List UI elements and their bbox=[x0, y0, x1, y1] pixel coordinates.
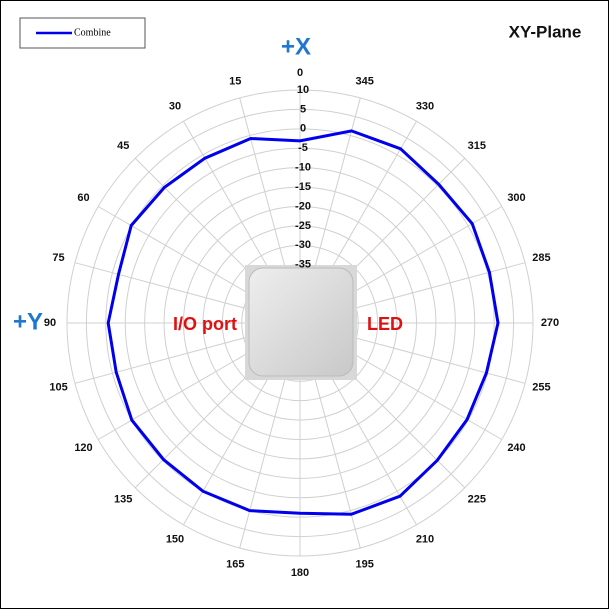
theta-tick-label: 270 bbox=[541, 317, 559, 329]
theta-tick-label: 45 bbox=[117, 140, 129, 152]
theta-tick-label: 180 bbox=[291, 567, 309, 579]
theta-tick-label: 165 bbox=[226, 558, 244, 570]
legend: Combine bbox=[19, 17, 146, 49]
theta-tick-label: 210 bbox=[416, 533, 434, 545]
theta-tick-label: 255 bbox=[532, 382, 550, 394]
theta-tick-label: 330 bbox=[416, 100, 434, 112]
theta-tick-label: 105 bbox=[49, 382, 67, 394]
theta-tick-label: 225 bbox=[468, 494, 486, 506]
theta-tick-label: 0 bbox=[297, 67, 303, 79]
r-tick-label: -35 bbox=[295, 259, 311, 271]
theta-tick-label: 30 bbox=[169, 100, 181, 112]
r-tick-label: -20 bbox=[295, 200, 311, 212]
r-tick-label: -10 bbox=[295, 162, 311, 174]
r-tick-label: -30 bbox=[295, 239, 311, 251]
r-tick-label: 5 bbox=[300, 103, 306, 115]
series-line bbox=[106, 129, 500, 516]
theta-tick-label: 315 bbox=[468, 140, 486, 152]
chart-title: XY-Plane bbox=[509, 22, 582, 41]
legend-label: Combine bbox=[74, 27, 111, 38]
theta-tick-label: 60 bbox=[77, 192, 89, 204]
theta-tick-label: 90 bbox=[44, 317, 56, 329]
r-tick-label: -25 bbox=[295, 220, 311, 232]
axis-annotation: +Y bbox=[13, 308, 43, 335]
annotation: LED bbox=[367, 314, 403, 334]
theta-tick-label: 300 bbox=[507, 192, 525, 204]
theta-tick-label: 195 bbox=[356, 558, 374, 570]
r-tick-label: 10 bbox=[297, 84, 309, 96]
annotation: I/O port bbox=[173, 314, 237, 334]
r-tick-label: 0 bbox=[300, 123, 306, 135]
theta-tick-label: 240 bbox=[507, 442, 525, 454]
theta-tick-label: 345 bbox=[356, 75, 374, 87]
theta-tick-label: 150 bbox=[166, 533, 184, 545]
axis-annotation: +X bbox=[281, 33, 311, 60]
theta-tick-label: 135 bbox=[114, 494, 132, 506]
device-photo bbox=[248, 267, 354, 377]
theta-tick-label: 120 bbox=[74, 442, 92, 454]
theta-tick-label: 75 bbox=[52, 252, 64, 264]
theta-tick-label: 285 bbox=[532, 252, 550, 264]
r-tick-label: -15 bbox=[295, 181, 311, 193]
r-tick-label: -5 bbox=[298, 142, 308, 154]
theta-tick-label: 15 bbox=[229, 75, 241, 87]
